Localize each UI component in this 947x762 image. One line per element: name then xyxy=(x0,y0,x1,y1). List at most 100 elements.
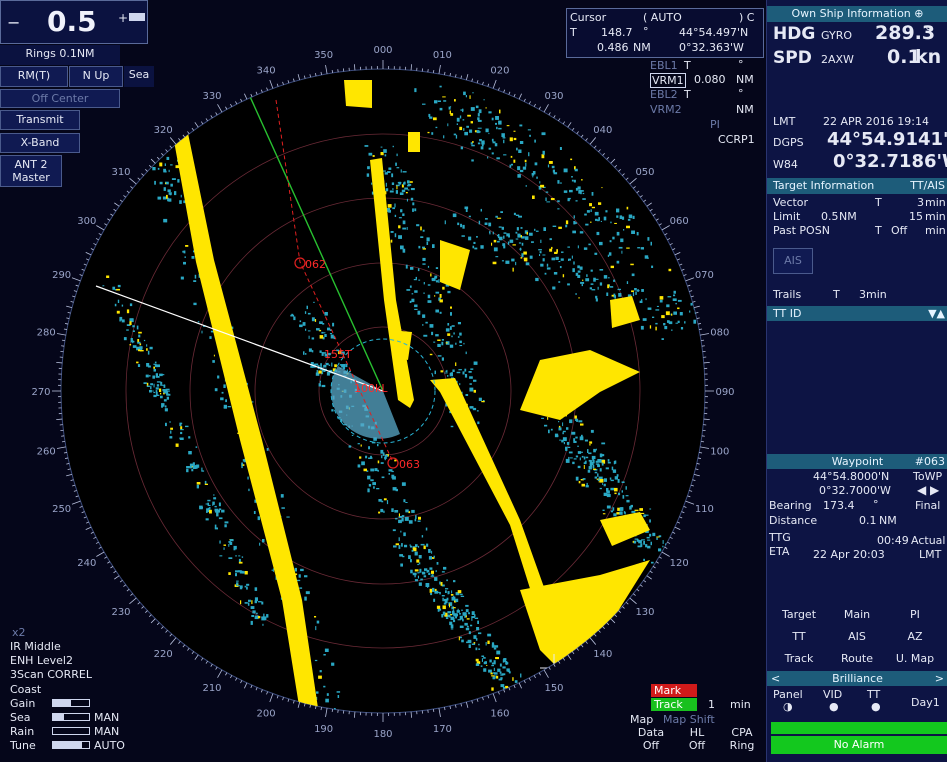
ttg-value: 00:49 xyxy=(877,534,909,547)
pi-label[interactable]: PI xyxy=(710,118,720,131)
range-scale-box[interactable]: − 0.5 + xyxy=(0,0,148,44)
ccrp-label: CCRP1 xyxy=(718,133,755,146)
gain-bar[interactable] xyxy=(52,699,90,707)
limit-min-unit: min xyxy=(925,210,946,223)
bearing-deg: ° xyxy=(873,498,879,511)
date-time: 22 APR 2016 19:14 xyxy=(823,115,929,128)
menu-route-button[interactable]: Route xyxy=(829,650,885,670)
ttg-label: TTG xyxy=(769,531,791,544)
vector-label-100kl: 100kL xyxy=(354,382,388,395)
bearing-label: 090 xyxy=(715,387,734,398)
bearing-label: 310 xyxy=(111,167,130,178)
rain-bar[interactable] xyxy=(52,727,90,735)
brilliance-tt-knob[interactable]: ● xyxy=(871,700,881,713)
bearing-label: 020 xyxy=(490,66,509,77)
bearing-value: 173.4 xyxy=(823,499,855,512)
track-button[interactable]: Track xyxy=(651,698,697,711)
ttg-mode: Actual xyxy=(911,534,946,547)
transmit-button[interactable]: Transmit xyxy=(0,110,80,130)
ir-level[interactable]: IR Middle xyxy=(10,640,61,653)
sea-mode[interactable]: MAN xyxy=(94,711,120,724)
route-line xyxy=(275,99,394,463)
radar-ppi-display[interactable]: 000 010 020 030 040 050 060 070 080 090 100 110 120 1… xyxy=(0,0,766,762)
scan-correl[interactable]: 3Scan CORREL xyxy=(10,668,92,681)
vrm1-label[interactable]: VRM1 xyxy=(650,73,686,88)
waypoint-header: Waypoint #063 xyxy=(767,454,947,469)
cursor-mode[interactable]: ( AUTO xyxy=(643,11,682,24)
menu-pi-button[interactable]: PI xyxy=(887,606,943,626)
hl-off-button[interactable]: HL Off xyxy=(676,726,718,756)
past-posn-mode[interactable]: T xyxy=(875,224,882,237)
menu-ais-button[interactable]: AIS xyxy=(829,628,885,648)
brilliance-next: > xyxy=(934,672,944,685)
brilliance-vid-knob[interactable]: ● xyxy=(829,700,839,713)
tune-mode[interactable]: AUTO xyxy=(94,739,125,752)
eta-value: 22 Apr 20:03 xyxy=(813,548,885,561)
alarm-status[interactable]: No Alarm xyxy=(771,736,947,754)
orientation-button[interactable]: N Up xyxy=(69,66,123,87)
coast-mode[interactable]: Coast xyxy=(10,683,42,696)
track-interval-unit: min xyxy=(730,698,751,711)
range-decrease-button[interactable]: − xyxy=(7,13,21,32)
ebl-line xyxy=(95,285,384,392)
waypoint-nav-arrows[interactable]: ◀ ▶ xyxy=(917,483,940,497)
cursor-lat: 44°54.497'N xyxy=(679,26,749,39)
tt-id-list-header[interactable]: TT ID ▼▲ xyxy=(767,306,947,321)
waypoint-062-marker[interactable] xyxy=(294,257,306,269)
menu-umap-button[interactable]: U. Map xyxy=(887,650,943,670)
rain-mode[interactable]: MAN xyxy=(94,725,120,738)
ebl1-label[interactable]: EBL1 xyxy=(650,59,678,72)
menu-target-button[interactable]: Target xyxy=(771,606,827,626)
ais-button[interactable]: AIS xyxy=(773,248,813,274)
bearing-label: 150 xyxy=(544,683,563,694)
menu-tt-button[interactable]: TT xyxy=(771,628,827,648)
vrm2-label[interactable]: VRM2 xyxy=(650,103,682,116)
band-button[interactable]: X-Band xyxy=(0,133,80,153)
towp-label: ToWP xyxy=(913,470,943,483)
map-shift-label[interactable]: Map Shift xyxy=(663,713,715,726)
final-label: Final xyxy=(915,499,941,512)
brilliance-header[interactable]: < Brilliance > xyxy=(767,671,947,686)
waypoint-063-marker[interactable] xyxy=(387,457,399,469)
motion-mode-button[interactable]: RM(T) xyxy=(0,66,68,87)
brilliance-panel-label: Panel xyxy=(773,688,803,701)
bearing-label: 350 xyxy=(314,50,333,61)
mark-button[interactable]: Mark xyxy=(651,684,697,697)
bearing-label: 140 xyxy=(593,649,612,660)
trails-mode[interactable]: T xyxy=(833,288,840,301)
waypoint-063-label: 063 xyxy=(399,458,420,471)
brilliance-vid-label: VID xyxy=(823,688,843,701)
menu-track-button[interactable]: Track xyxy=(771,650,827,670)
ebl-vrm-panel: EBL1 T ° VRM1 0.080 NM EBL2 T ° VRM2 NM … xyxy=(648,58,764,148)
vector-mode[interactable]: T xyxy=(875,196,882,209)
enh-level[interactable]: ENH Level2 xyxy=(10,654,73,667)
bearing-label: 130 xyxy=(635,607,654,618)
tune-bar[interactable] xyxy=(52,741,90,749)
range-increase-button[interactable]: + xyxy=(118,11,129,25)
range-value: 0.5 xyxy=(47,5,97,38)
bearing-label: 100 xyxy=(710,446,729,457)
bearing-label: 300 xyxy=(77,216,96,227)
bearing-label: 170 xyxy=(433,724,452,735)
data-off-button[interactable]: Data Off xyxy=(630,726,672,756)
limit-nm: 0.5 xyxy=(821,210,839,223)
past-posn-state[interactable]: Off xyxy=(891,224,908,237)
menu-az-button[interactable]: AZ xyxy=(887,628,943,648)
antenna-button[interactable]: ANT 2 Master xyxy=(0,155,62,187)
brilliance-panel-knob[interactable]: ◑ xyxy=(783,700,793,713)
bearing-label: 050 xyxy=(635,167,654,178)
sea-mode-button[interactable]: Sea xyxy=(124,66,154,87)
day-mode-button[interactable]: Day1 xyxy=(911,696,940,709)
cursor-deg: ° xyxy=(643,25,649,38)
menu-main-button[interactable]: Main xyxy=(829,606,885,626)
bearing-label: 060 xyxy=(670,216,689,227)
cpa-ring-button[interactable]: CPA Ring xyxy=(720,726,764,756)
sea-bar[interactable] xyxy=(52,713,90,721)
zoom-x2[interactable]: x2 xyxy=(12,626,26,639)
bearing-label: 220 xyxy=(154,649,173,660)
off-center-button[interactable]: Off Center xyxy=(0,89,120,108)
ebl2-label[interactable]: EBL2 xyxy=(650,88,678,101)
bearing-label: 260 xyxy=(37,446,56,457)
map-label[interactable]: Map xyxy=(630,713,654,726)
bearing-label: 030 xyxy=(544,91,563,102)
